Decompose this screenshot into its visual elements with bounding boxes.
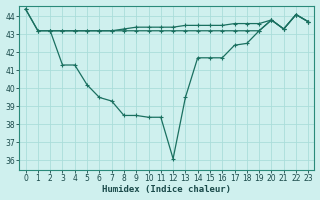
X-axis label: Humidex (Indice chaleur): Humidex (Indice chaleur) [102, 185, 231, 194]
